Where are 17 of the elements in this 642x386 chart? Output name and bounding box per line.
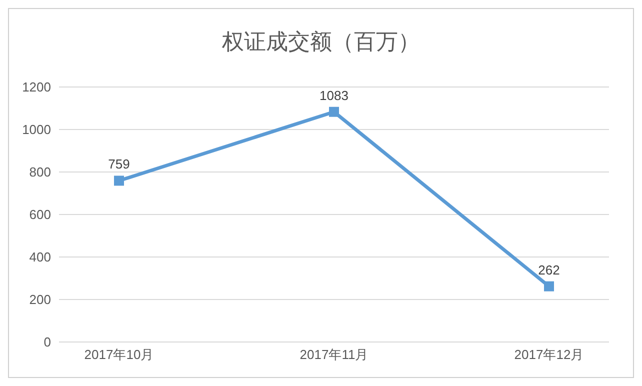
x-tick-label: 2017年10月 (84, 347, 154, 362)
y-tick-label: 0 (44, 334, 51, 350)
data-label: 759 (108, 156, 130, 172)
x-tick-label: 2017年11月 (300, 347, 368, 362)
y-tick-label: 1200 (22, 80, 51, 95)
point (114, 176, 124, 186)
y-tick-label: 1000 (22, 122, 51, 138)
x-tick-label: 2017年12月 (514, 347, 584, 362)
point (544, 281, 554, 292)
y-tick-label: 400 (29, 250, 51, 265)
chart-title: 权证成交额（百万） (221, 28, 421, 56)
y-tick-label: 200 (29, 292, 51, 308)
point (329, 106, 339, 117)
data-label: 1083 (320, 88, 348, 103)
y-tick-label: 800 (29, 164, 51, 180)
y-tick-label: 600 (29, 207, 51, 222)
data-label: 262 (538, 262, 560, 278)
